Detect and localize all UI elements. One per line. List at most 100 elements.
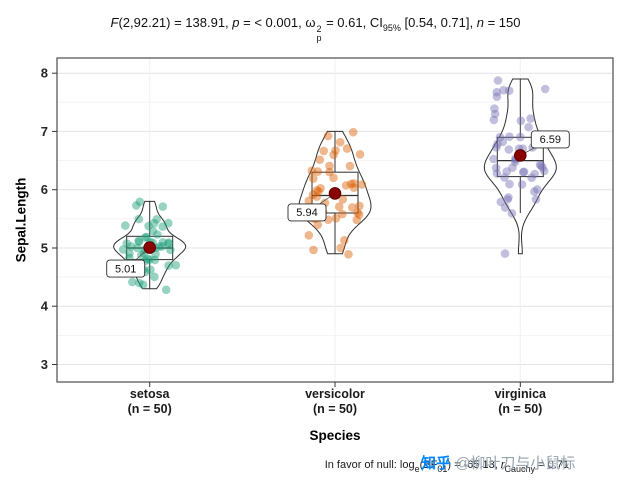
- data-point: [307, 166, 317, 175]
- data-point: [499, 85, 508, 95]
- data-point: [345, 161, 355, 171]
- data-point: [508, 163, 517, 172]
- title-part: = < 0.001,: [239, 15, 306, 30]
- data-point: [133, 243, 142, 253]
- data-point: [349, 179, 359, 188]
- data-point: [344, 250, 353, 259]
- data-point: [527, 173, 536, 182]
- data-point: [524, 122, 533, 132]
- x-tick-sublabel: (n = 50): [313, 402, 357, 416]
- watermark: 知乎 @柳叶刀与小鼠标: [421, 452, 575, 473]
- caption-part: In favor of null: log: [324, 459, 415, 471]
- data-point: [493, 139, 502, 149]
- data-point: [323, 131, 333, 141]
- title-part: = 150: [483, 15, 521, 30]
- data-point: [533, 185, 542, 194]
- data-point: [531, 195, 541, 204]
- title-part: 2: [316, 24, 322, 34]
- data-point: [493, 76, 503, 85]
- y-tick-label: 6: [41, 182, 48, 197]
- y-tick-label: 4: [41, 299, 49, 314]
- data-point: [325, 161, 334, 171]
- data-point: [319, 146, 329, 156]
- data-point: [325, 167, 334, 177]
- data-point: [516, 132, 525, 142]
- data-point: [492, 87, 502, 97]
- data-point: [158, 238, 168, 247]
- data-point: [354, 210, 364, 219]
- data-point: [171, 260, 181, 270]
- data-point: [152, 215, 161, 224]
- data-point: [148, 226, 158, 236]
- data-point: [495, 132, 505, 142]
- data-point: [121, 221, 130, 230]
- data-point: [158, 242, 167, 251]
- data-point: [134, 237, 144, 247]
- caption-part: (BF: [419, 459, 438, 471]
- data-point: [490, 109, 500, 119]
- caption-part: ) = -65.13,: [447, 459, 501, 471]
- data-point: [517, 180, 527, 189]
- data-point: [336, 243, 346, 253]
- data-point: [138, 280, 148, 289]
- data-point: [150, 255, 160, 265]
- y-tick-label: 3: [41, 357, 48, 372]
- data-point: [164, 261, 173, 270]
- mean-label-box: [287, 203, 327, 222]
- data-point: [340, 236, 349, 245]
- data-point: [125, 249, 134, 258]
- data-point: [539, 166, 549, 176]
- x-tick-sublabel: (n = 50): [498, 402, 542, 416]
- data-point: [502, 167, 512, 176]
- data-point: [505, 132, 514, 141]
- data-point: [492, 143, 501, 152]
- data-point: [316, 184, 325, 193]
- data-point: [164, 238, 173, 247]
- data-point: [538, 163, 547, 172]
- x-tick-label: virginica: [495, 387, 547, 401]
- data-point: [504, 193, 513, 202]
- data-point: [348, 127, 358, 137]
- data-point: [132, 201, 141, 210]
- data-point: [313, 167, 323, 176]
- mean-label-box: [106, 259, 146, 278]
- data-point: [349, 183, 359, 192]
- title-part: = 0.61, CI: [322, 15, 383, 30]
- caption-part: r: [500, 459, 505, 471]
- caption-part: e: [414, 464, 420, 474]
- data-point: [504, 86, 514, 95]
- data-point: [153, 230, 162, 239]
- data-point: [338, 195, 348, 204]
- data-point: [309, 174, 318, 183]
- data-point: [312, 186, 322, 195]
- data-point: [135, 278, 144, 288]
- data-point: [530, 187, 539, 196]
- y-tick-label: 7: [41, 124, 48, 139]
- data-point: [334, 202, 344, 211]
- data-point: [149, 218, 159, 228]
- data-point: [331, 214, 341, 223]
- data-point: [164, 218, 173, 228]
- title-part: n: [476, 15, 484, 30]
- x-axis-title: Species: [309, 428, 361, 443]
- data-point: [158, 222, 167, 231]
- data-point: [304, 196, 314, 206]
- data-point: [134, 236, 143, 245]
- data-point: [489, 154, 498, 164]
- data-point: [355, 201, 364, 211]
- data-point: [329, 150, 338, 160]
- data-point: [357, 180, 367, 189]
- data-point: [127, 242, 136, 251]
- data-point: [492, 92, 502, 101]
- title-part: p: [232, 15, 240, 30]
- data-point: [519, 167, 529, 177]
- data-point: [348, 203, 357, 212]
- bayes-caption: In favor of null: loge(BF01) = -65.13, r…: [325, 459, 569, 474]
- caption-part: = 0.71: [535, 459, 569, 471]
- data-point: [535, 160, 545, 169]
- data-point: [331, 146, 340, 155]
- data-point: [505, 179, 514, 189]
